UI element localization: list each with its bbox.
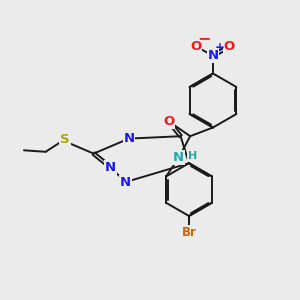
Text: N: N [105,160,116,174]
Text: N: N [207,49,219,62]
Text: O: O [163,115,174,128]
Text: N: N [123,132,135,145]
Text: H: H [188,151,197,161]
Text: O: O [190,40,201,53]
Text: Br: Br [182,226,196,239]
Text: S: S [60,133,70,146]
Text: N: N [173,151,184,164]
Text: −: − [197,32,210,46]
Text: +: + [215,41,224,54]
Text: N: N [120,176,131,189]
Text: O: O [224,40,235,53]
